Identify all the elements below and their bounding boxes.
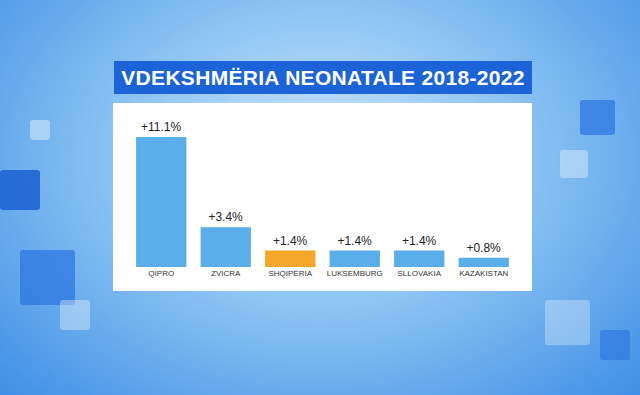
svg-text:SHQIPËRIA: SHQIPËRIA (268, 269, 312, 278)
svg-text:QIPRO: QIPRO (148, 269, 174, 278)
svg-text:+0.8%: +0.8% (466, 241, 501, 255)
svg-text:ZVICRA: ZVICRA (211, 269, 241, 278)
svg-text:+11.1%: +11.1% (141, 120, 181, 134)
svg-text:KAZAKISTAN: KAZAKISTAN (459, 269, 508, 278)
html-text:VDEKSHMËRIA NEONATALE 2018-202: VDEKSHMËRIA NEONATALE 2018-2022 (121, 66, 525, 89)
svg-text:+3.4%: +3.4% (208, 210, 243, 224)
svg-text:+1.4%: +1.4% (273, 234, 308, 248)
svg-text:LUKSEMBURG: LUKSEMBURG (327, 269, 383, 278)
svg-text:+1.4%: +1.4% (402, 234, 437, 248)
svg-text:+1.4%: +1.4% (337, 234, 372, 248)
svg-text:SLLOVAKIA: SLLOVAKIA (398, 269, 442, 278)
